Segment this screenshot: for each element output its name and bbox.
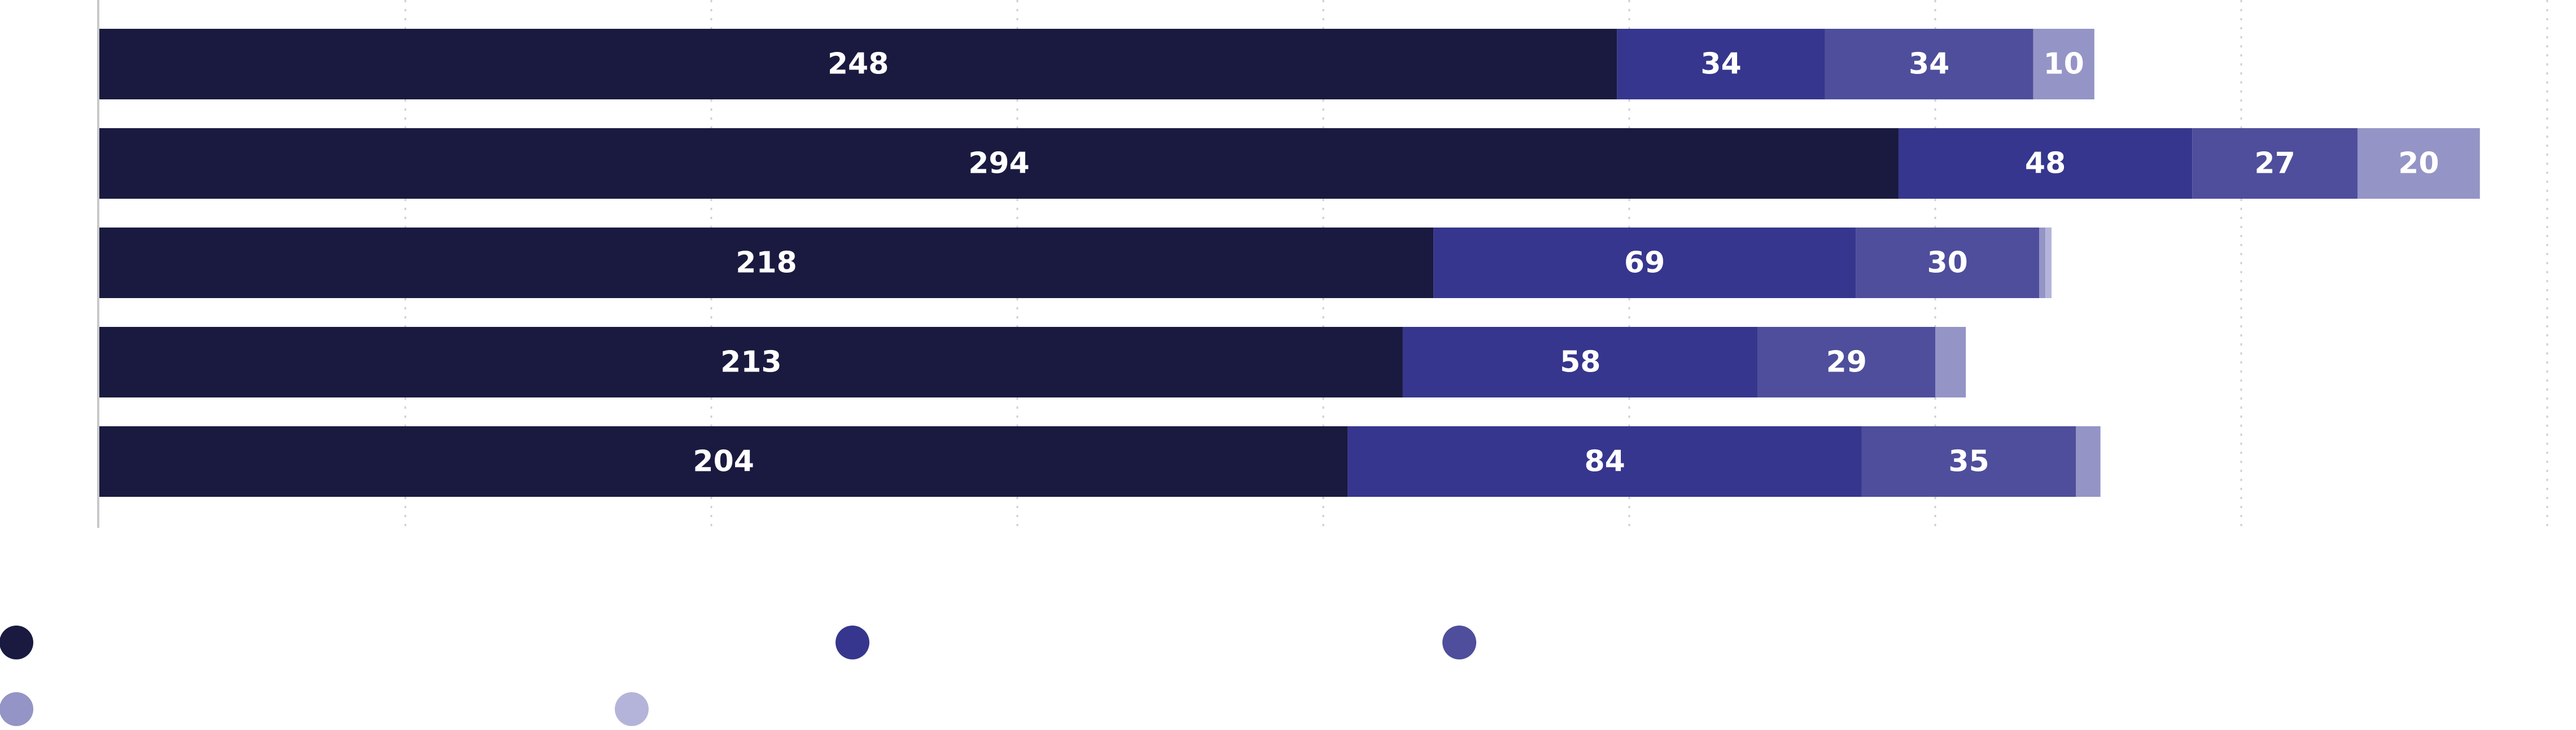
bars: 248 34 34 10 294 48 27 20 218 69 30 213 58 29 204 84 35 (99, 29, 2480, 497)
bar-segment[interactable] (99, 327, 1403, 397)
bar-segment[interactable] (1861, 426, 2076, 497)
bar-segment[interactable] (1757, 327, 1935, 397)
bar-segment[interactable] (99, 29, 1617, 99)
data-label: 218 (736, 246, 797, 280)
bar-segment[interactable] (2357, 128, 2480, 199)
data-label: 294 (968, 147, 1030, 181)
legend-marker[interactable] (836, 626, 869, 659)
data-label: 10 (2043, 47, 2084, 81)
data-label: 29 (1826, 346, 1867, 379)
legend-marker[interactable] (0, 692, 33, 726)
bar-segment[interactable] (1402, 327, 1758, 397)
data-label: 204 (693, 445, 754, 479)
bar-segment[interactable] (1617, 29, 1825, 99)
data-label: 27 (2254, 147, 2295, 181)
legend-marker[interactable] (615, 692, 649, 726)
bar-segment[interactable] (2033, 29, 2094, 99)
bar-segment[interactable] (2076, 426, 2101, 497)
bar-segment[interactable] (1935, 327, 1966, 397)
data-label: 20 (2398, 147, 2439, 181)
data-label: 213 (720, 346, 782, 379)
bar-segment[interactable] (1348, 426, 1862, 497)
bar-segment[interactable] (1898, 128, 2193, 199)
bar-segment[interactable] (99, 228, 1434, 298)
bar-segment[interactable] (2045, 228, 2052, 298)
legend-marker[interactable] (0, 626, 33, 659)
data-label: 34 (1700, 47, 1741, 81)
data-label: 248 (828, 47, 889, 81)
legend-marker[interactable] (1442, 626, 1476, 659)
data-label: 30 (1927, 246, 1967, 280)
data-label: 69 (1624, 246, 1665, 280)
data-label: 58 (1560, 346, 1600, 379)
data-label: 84 (1584, 445, 1625, 479)
bar-segment[interactable] (2192, 128, 2358, 199)
data-label: 48 (2025, 147, 2066, 181)
data-label: 34 (1909, 47, 1949, 81)
bar-segment[interactable] (99, 128, 1899, 199)
bar-segment[interactable] (1433, 228, 1856, 298)
bar-segment[interactable] (1825, 29, 2033, 99)
bar-segment[interactable] (1856, 228, 2040, 298)
legend (0, 626, 1476, 726)
bar-segment[interactable] (2039, 228, 2046, 298)
bar-segment[interactable] (99, 426, 1348, 497)
data-label: 35 (1948, 445, 1989, 479)
